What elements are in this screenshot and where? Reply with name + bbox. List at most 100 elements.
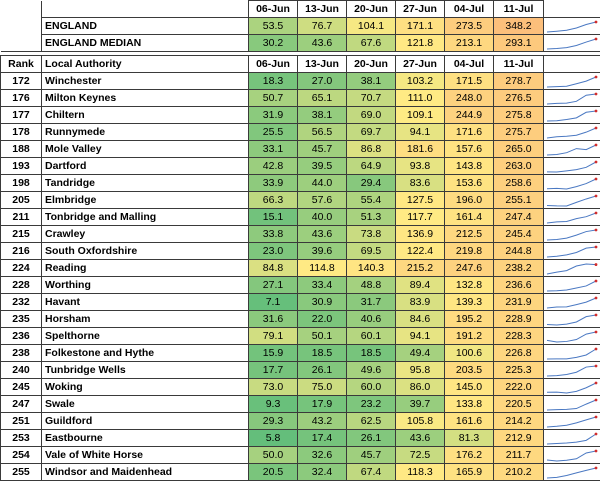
value-cell: 136.9 — [396, 226, 445, 243]
value-cell: 181.6 — [396, 141, 445, 158]
value-cell: 5.8 — [249, 430, 298, 447]
value-cell: 20.5 — [249, 464, 298, 481]
value-cell: 122.4 — [396, 243, 445, 260]
value-cell: 83.9 — [396, 294, 445, 311]
date-header: 11-Jul — [494, 56, 544, 73]
value-cell: 27.1 — [249, 277, 298, 294]
sparkline — [544, 448, 599, 463]
sparkline — [544, 91, 599, 106]
authority-name: Winchester — [42, 73, 249, 90]
value-cell: 22.0 — [298, 311, 347, 328]
value-cell: 32.6 — [298, 447, 347, 464]
sparkline — [544, 363, 599, 378]
summary-rank-blank — [1, 35, 42, 52]
sparkline-path — [547, 230, 596, 240]
value-cell: 69.7 — [347, 124, 396, 141]
sparkline-path — [547, 434, 596, 444]
value-cell: 226.8 — [494, 345, 544, 362]
value-cell: 258.6 — [494, 175, 544, 192]
value-cell: 69.5 — [347, 243, 396, 260]
sparkline-last-point — [595, 466, 598, 469]
value-cell: 86.8 — [347, 141, 396, 158]
value-cell: 145.0 — [445, 379, 494, 396]
sparkline-last-point — [595, 347, 598, 350]
sparkline-last-point — [595, 245, 598, 248]
corner-blank — [1, 1, 42, 18]
sparkline-cell — [544, 90, 600, 107]
rank-cell: 188 — [1, 141, 42, 158]
authority-header: Local Authority — [42, 56, 249, 73]
value-cell: 40.6 — [347, 311, 396, 328]
value-cell: 278.7 — [494, 73, 544, 90]
sparkline-path — [547, 111, 596, 121]
value-cell: 81.3 — [445, 430, 494, 447]
value-cell: 49.4 — [396, 345, 445, 362]
value-cell: 171.6 — [445, 124, 494, 141]
value-cell: 65.1 — [298, 90, 347, 107]
value-cell: 273.5 — [445, 18, 494, 35]
value-cell: 219.8 — [445, 243, 494, 260]
authority-name: Tonbridge and Malling — [42, 209, 249, 226]
spark-header-blank — [544, 1, 600, 18]
summary-name: ENGLAND — [42, 18, 249, 35]
value-cell: 30.2 — [249, 35, 298, 52]
date-header: 04-Jul — [445, 1, 494, 18]
value-cell: 18.5 — [298, 345, 347, 362]
rank-cell: 235 — [1, 311, 42, 328]
sparkline — [544, 36, 599, 51]
value-cell: 17.4 — [298, 430, 347, 447]
rank-cell: 228 — [1, 277, 42, 294]
value-cell: 276.5 — [494, 90, 544, 107]
date-header: 11-Jul — [494, 1, 544, 18]
value-cell: 38.1 — [347, 73, 396, 90]
date-header-row: 06-Jun 13-Jun 20-Jun 27-Jun 04-Jul 11-Ju… — [1, 1, 600, 18]
sparkline-cell — [544, 430, 600, 447]
value-cell: 196.0 — [445, 192, 494, 209]
value-cell: 38.1 — [298, 107, 347, 124]
rank-cell: 232 — [1, 294, 42, 311]
sparkline-path — [547, 22, 596, 32]
authority-name: Crawley — [42, 226, 249, 243]
value-cell: 50.7 — [249, 90, 298, 107]
sparkline — [544, 19, 599, 34]
value-cell: 86.0 — [396, 379, 445, 396]
value-cell: 32.4 — [298, 464, 347, 481]
date-header: 13-Jun — [298, 1, 347, 18]
value-cell: 50.1 — [298, 328, 347, 345]
sparkline-cell — [544, 260, 600, 277]
sparkline-cell — [544, 192, 600, 209]
value-cell: 83.6 — [396, 175, 445, 192]
sparkline-cell — [544, 447, 600, 464]
sparkline — [544, 142, 599, 157]
date-header: 06-Jun — [249, 1, 298, 18]
sparkline — [544, 193, 599, 208]
sparkline-cell — [544, 73, 600, 90]
authority-name: Worthing — [42, 277, 249, 294]
sparkline — [544, 125, 599, 140]
value-cell: 84.6 — [396, 311, 445, 328]
value-cell: 33.8 — [249, 226, 298, 243]
value-cell: 215.2 — [396, 260, 445, 277]
sparkline-path — [547, 400, 596, 410]
sparkline — [544, 210, 599, 225]
value-cell: 15.1 — [249, 209, 298, 226]
value-cell: 60.0 — [347, 379, 396, 396]
sparkline-path — [547, 298, 596, 308]
value-cell: 31.9 — [249, 107, 298, 124]
rank-cell: 205 — [1, 192, 42, 209]
value-cell: 171.5 — [445, 73, 494, 90]
value-cell: 161.4 — [445, 209, 494, 226]
value-cell: 238.2 — [494, 260, 544, 277]
authority-name: Guildford — [42, 413, 249, 430]
value-cell: 228.9 — [494, 311, 544, 328]
